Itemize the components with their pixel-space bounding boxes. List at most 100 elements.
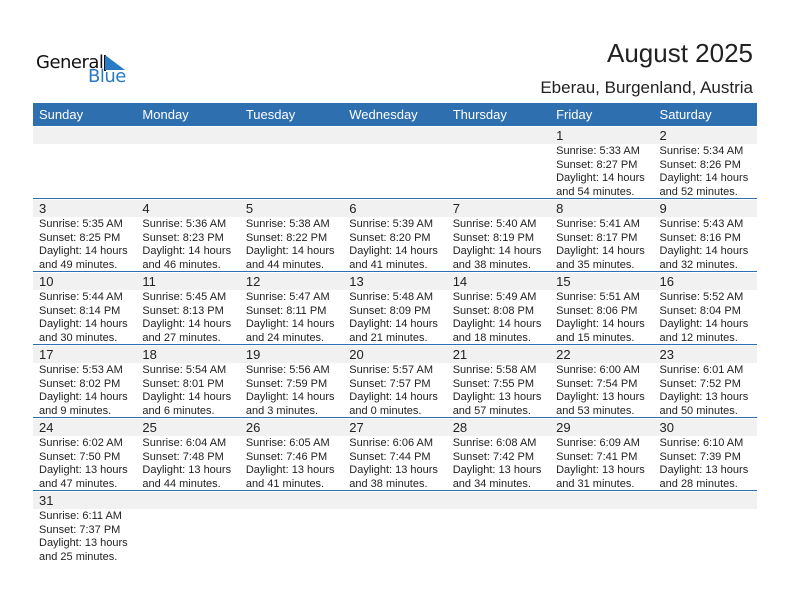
day-cell-15: 15 Sunrise: 5:51 AM Sunset: 8:06 PM Dayligh… — [550, 273, 653, 344]
day-cell-7: 7 Sunrise: 5:40 AM Sunset: 8:19 PM Daylight… — [447, 200, 550, 271]
daylight-text: Daylight: 13 hours — [452, 464, 542, 476]
day-sun-info: Sunrise: 6:02 AM Sunset: 7:50 PM Daylight:… — [39, 437, 136, 491]
day-number: 26 — [245, 420, 261, 435]
day-number: 27 — [349, 420, 364, 435]
daylight-text: Daylight: 14 hours — [556, 245, 645, 257]
day-sun-info: Sunrise: 5:47 AM Sunset: 8:11 PM Daylight:… — [246, 291, 343, 345]
day-number: 7 — [452, 201, 460, 216]
empty-day-cell — [654, 492, 757, 563]
daylight-text: and 6 minutes. — [142, 404, 215, 417]
day-number: 11 — [142, 274, 156, 289]
day-number: 4 — [142, 201, 150, 216]
day-cell-3: 3 Sunrise: 5:35 AM Sunset: 8:25 PM Daylight… — [33, 200, 136, 271]
daylight-text: Daylight: 14 hours — [142, 245, 232, 257]
sunrise-text: Sunrise: 5:51 AM — [556, 291, 640, 303]
day-number: 1 — [556, 128, 564, 143]
day-cell-23: 23 Sunrise: 6:01 AM Sunset: 7:52 PM Dayligh… — [654, 346, 757, 417]
sunset-text: Sunset: 7:50 PM — [39, 450, 121, 463]
weekday-friday: Friday — [556, 107, 593, 122]
daylight-text: Daylight: 14 hours — [452, 245, 542, 257]
sunrise-text: Sunrise: 5:38 AM — [245, 218, 330, 230]
weekday-header: Sunday Monday Tuesday Wednesday Thursday Frid… — [33, 103, 757, 126]
logo-triangle-icon — [105, 55, 125, 70]
day-number: 10 — [39, 274, 54, 289]
day-cell-16: 16 Sunrise: 5:52 AM Sunset: 8:04 PM Dayligh… — [654, 273, 757, 344]
daylight-text: and 49 minutes. — [39, 258, 118, 271]
empty-day-cell — [136, 127, 239, 198]
daylight-text: Daylight: 13 hours — [556, 391, 645, 403]
sunset-text: Sunset: 7:54 PM — [556, 377, 638, 390]
day-sun-info: Sunrise: 5:34 AM Sunset: 8:26 PM Daylight:… — [660, 145, 757, 199]
daylight-text: and 38 minutes. — [452, 258, 531, 271]
day-number: 15 — [556, 274, 571, 289]
sunrise-text: Sunrise: 6:09 AM — [556, 437, 640, 449]
day-number: 13 — [349, 274, 364, 289]
day-number: 16 — [659, 274, 674, 289]
daylight-text: and 50 minutes. — [659, 404, 738, 417]
daylight-text: Daylight: 13 hours — [39, 537, 128, 549]
day-sun-info: Sunrise: 6:05 AM Sunset: 7:46 PM Daylight:… — [246, 437, 343, 491]
empty-day-cell — [550, 492, 653, 563]
sunset-text: Sunset: 8:19 PM — [452, 231, 535, 244]
sunset-text: Sunset: 7:41 PM — [556, 450, 638, 463]
sunrise-text: Sunrise: 5:58 AM — [452, 364, 537, 376]
day-cell-19: 19 Sunrise: 5:56 AM Sunset: 7:59 PM Dayligh… — [240, 346, 343, 417]
daylight-text: and 52 minutes. — [659, 185, 738, 198]
empty-day-cell — [240, 492, 343, 563]
daylight-text: Daylight: 13 hours — [39, 464, 128, 476]
day-number: 2 — [659, 128, 667, 143]
location-subtitle: Eberau, Burgenland, Austria — [540, 78, 753, 97]
sunset-text: Sunset: 8:27 PM — [556, 158, 638, 171]
daylight-text: Daylight: 14 hours — [245, 318, 335, 330]
sunrise-text: Sunrise: 5:52 AM — [659, 291, 744, 303]
daylight-text: and 41 minutes. — [349, 258, 428, 271]
day-cell-10: 10 Sunrise: 5:44 AM Sunset: 8:14 PM Dayligh… — [33, 273, 136, 344]
sunset-text: Sunset: 7:37 PM — [39, 523, 121, 536]
day-sun-info: Sunrise: 5:44 AM Sunset: 8:14 PM Daylight:… — [39, 291, 136, 345]
day-cell-18: 18 Sunrise: 5:54 AM Sunset: 8:01 PM Dayligh… — [136, 346, 239, 417]
day-number: 18 — [142, 347, 157, 362]
sunrise-text: Sunrise: 5:39 AM — [349, 218, 434, 230]
day-cell-13: 13 Sunrise: 5:48 AM Sunset: 8:09 PM Dayligh… — [343, 273, 446, 344]
calendar: Sunday Monday Tuesday Wednesday Thursday Frid… — [33, 103, 757, 563]
day-sun-info: Sunrise: 5:57 AM Sunset: 7:57 PM Daylight:… — [349, 364, 446, 418]
day-sun-info: Sunrise: 5:41 AM Sunset: 8:17 PM Daylight:… — [556, 218, 653, 272]
day-cell-26: 26 Sunrise: 6:05 AM Sunset: 7:46 PM Dayligh… — [240, 419, 343, 490]
day-number: 23 — [659, 347, 674, 362]
daylight-text: and 27 minutes. — [142, 331, 221, 344]
sunset-text: Sunset: 7:52 PM — [659, 377, 741, 390]
day-cell-22: 22 Sunrise: 6:00 AM Sunset: 7:54 PM Dayligh… — [550, 346, 653, 417]
day-cell-24: 24 Sunrise: 6:02 AM Sunset: 7:50 PM Dayligh… — [33, 419, 136, 490]
logo-text-blue: Blue — [88, 66, 126, 87]
daylight-text: and 18 minutes. — [452, 331, 531, 344]
day-sun-info: Sunrise: 5:35 AM Sunset: 8:25 PM Daylight:… — [39, 218, 136, 272]
page-title: August 2025 — [606, 38, 753, 68]
week-row: 24 Sunrise: 6:02 AM Sunset: 7:50 PM Dayligh… — [33, 419, 757, 491]
day-number: 8 — [556, 201, 564, 216]
day-number: 3 — [39, 201, 47, 216]
daylight-text: and 24 minutes. — [245, 331, 325, 344]
week-row: 3 Sunrise: 5:35 AM Sunset: 8:25 PM Daylight… — [33, 200, 757, 272]
day-number: 12 — [245, 274, 261, 289]
day-cell-8: 8 Sunrise: 5:41 AM Sunset: 8:17 PM Daylight… — [550, 200, 653, 271]
day-sun-info: Sunrise: 6:09 AM Sunset: 7:41 PM Daylight:… — [556, 437, 653, 491]
sunrise-text: Sunrise: 6:10 AM — [659, 437, 744, 449]
sunrise-text: Sunrise: 5:35 AM — [39, 218, 123, 230]
day-number: 31 — [39, 493, 54, 508]
daylight-text: Daylight: 14 hours — [39, 391, 128, 403]
day-cell-31: 31 Sunrise: 6:11 AM Sunset: 7:37 PM Dayligh… — [33, 492, 136, 563]
daylight-text: Daylight: 14 hours — [349, 245, 438, 257]
daylight-text: Daylight: 14 hours — [659, 245, 749, 257]
empty-day-cell — [240, 127, 343, 198]
daylight-text: and 57 minutes. — [452, 404, 531, 417]
sunrise-text: Sunrise: 6:05 AM — [245, 437, 330, 449]
day-cell-21: 21 Sunrise: 5:58 AM Sunset: 7:55 PM Dayligh… — [447, 346, 550, 417]
day-cell-28: 28 Sunrise: 6:08 AM Sunset: 7:42 PM Dayligh… — [447, 419, 550, 490]
daylight-text: Daylight: 14 hours — [245, 245, 335, 257]
daylight-text: and 28 minutes. — [659, 477, 738, 490]
daylight-text: and 54 minutes. — [556, 185, 635, 198]
day-number: 24 — [39, 420, 54, 435]
sunset-text: Sunset: 8:01 PM — [142, 377, 224, 390]
day-sun-info: Sunrise: 5:43 AM Sunset: 8:16 PM Daylight:… — [660, 218, 757, 272]
daylight-text: and 30 minutes. — [39, 331, 118, 344]
